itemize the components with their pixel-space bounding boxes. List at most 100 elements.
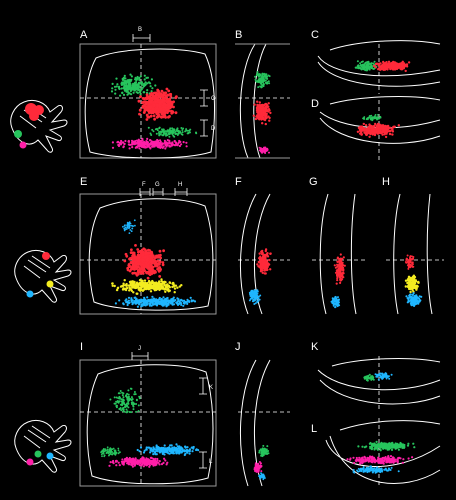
label-dot — [180, 127, 183, 129]
label-dot — [355, 456, 358, 460]
row-1: A B C D B C D — [10, 27, 441, 160]
label-dot — [151, 285, 154, 288]
label-dot — [134, 81, 137, 84]
label-dot — [158, 101, 162, 105]
label-dot — [164, 447, 167, 450]
label-dot — [372, 116, 374, 118]
label-dot — [111, 284, 114, 287]
label-dot — [130, 401, 133, 404]
label-dot — [178, 452, 181, 455]
label-dot — [373, 60, 376, 63]
label-dot — [121, 78, 125, 81]
label-dot — [361, 60, 364, 63]
label-dot — [158, 269, 162, 272]
label-dot — [166, 451, 169, 454]
label-dot — [159, 139, 162, 142]
label-dot — [161, 303, 164, 306]
label-dot — [128, 280, 132, 284]
label-dot — [407, 283, 411, 287]
label-dot — [138, 289, 141, 292]
label-dot — [130, 387, 133, 390]
label-dot — [127, 140, 130, 143]
label-dot — [154, 100, 157, 104]
label-dot — [165, 87, 169, 91]
label-dot — [360, 126, 364, 130]
label-dot — [409, 299, 412, 302]
label-dot — [113, 284, 116, 288]
label-dot — [262, 84, 265, 87]
label-dot — [387, 60, 391, 63]
label-dot — [108, 449, 110, 452]
label-dot — [400, 68, 403, 71]
label-dot — [146, 460, 149, 463]
label-dot — [125, 284, 128, 287]
label-dot — [256, 103, 259, 107]
label-dot — [172, 450, 175, 454]
label-dot — [186, 129, 189, 132]
label-dot — [134, 140, 137, 143]
label-dot — [377, 114, 379, 116]
label-dot — [117, 449, 120, 452]
label-dot — [126, 86, 129, 89]
label-dot — [179, 447, 182, 450]
label-dot — [137, 81, 140, 84]
label-dot — [160, 300, 163, 303]
label-dot — [134, 224, 136, 227]
label-dot — [140, 88, 143, 91]
panel-label-d: D — [311, 98, 319, 110]
label-dot — [139, 95, 142, 98]
label-dot — [342, 256, 345, 259]
label-dot — [158, 131, 160, 134]
label-dot — [150, 134, 153, 136]
label-dot — [128, 147, 131, 150]
label-dot — [134, 260, 138, 263]
label-dot — [128, 257, 132, 260]
label-dot — [263, 103, 266, 107]
label-dot — [108, 453, 111, 456]
label-dot — [373, 133, 377, 136]
label-dot — [128, 221, 131, 224]
label-dot — [131, 457, 134, 460]
label-dot — [143, 255, 147, 259]
hand-injection-icon-2 — [14, 249, 72, 303]
label-dot — [160, 298, 163, 302]
label-dot — [268, 119, 271, 122]
label-dot — [137, 141, 140, 144]
label-dot — [113, 396, 116, 399]
label-dot — [262, 453, 265, 456]
label-dot — [143, 74, 146, 77]
label-dot — [173, 287, 177, 290]
label-dot — [332, 298, 335, 301]
label-dot — [145, 108, 149, 112]
label-dot — [160, 89, 164, 93]
label-dot — [130, 143, 133, 146]
label-dot — [412, 257, 415, 260]
label-dot — [124, 458, 127, 461]
label-dot — [373, 447, 376, 450]
label-dot — [334, 306, 337, 308]
label-dot — [193, 300, 197, 303]
label-dot — [145, 258, 149, 262]
label-dot — [130, 280, 133, 283]
label-dot — [262, 450, 265, 453]
panel-e-labeling — [111, 219, 197, 308]
label-dot — [410, 264, 413, 267]
label-dot — [136, 83, 139, 86]
label-dot — [368, 442, 371, 445]
label-dot — [142, 146, 145, 149]
panel-e-frame — [79, 193, 217, 315]
label-dot — [376, 122, 380, 126]
label-dot — [379, 372, 382, 375]
label-dot — [149, 100, 153, 104]
label-dot — [165, 141, 168, 144]
label-dot — [157, 254, 160, 257]
label-dot — [261, 475, 263, 478]
label-dot — [385, 63, 389, 66]
label-dot — [158, 285, 161, 288]
label-dot — [363, 376, 366, 379]
label-dot — [142, 111, 146, 114]
label-dot — [115, 288, 119, 292]
label-dot — [180, 143, 183, 146]
panel-label-c: C — [311, 29, 319, 41]
label-dot — [168, 142, 171, 145]
